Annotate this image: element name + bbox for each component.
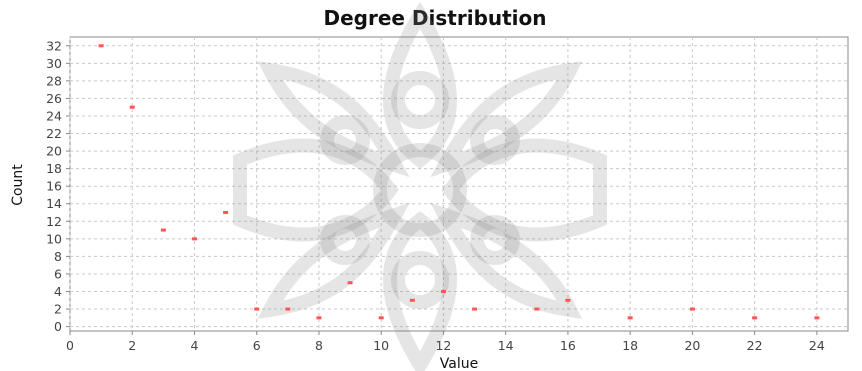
data-point xyxy=(347,281,353,285)
grid-lines xyxy=(69,37,848,331)
data-point xyxy=(285,307,291,311)
y-tick-label: 10 xyxy=(46,231,62,246)
x-tick-label: 10 xyxy=(373,338,389,353)
x-axis-label: Value xyxy=(440,356,478,371)
x-tick-label: 0 xyxy=(66,338,74,353)
data-point xyxy=(316,316,322,320)
data-point xyxy=(565,298,571,302)
data-point xyxy=(160,228,166,232)
y-tick-label: 16 xyxy=(46,179,62,194)
y-tick-label: 4 xyxy=(54,284,62,299)
data-point xyxy=(378,316,384,320)
data-point xyxy=(254,307,260,311)
y-tick-label: 2 xyxy=(54,302,62,317)
y-tick-label: 12 xyxy=(46,214,62,229)
x-tick-label: 8 xyxy=(315,338,323,353)
y-tick-label: 26 xyxy=(46,91,62,106)
x-tick-label: 12 xyxy=(435,338,451,353)
data-point xyxy=(752,316,758,320)
data-point xyxy=(440,290,446,294)
data-point xyxy=(814,316,820,320)
y-tick-label: 14 xyxy=(46,196,62,211)
data-point xyxy=(98,44,104,48)
x-tick-label: 14 xyxy=(498,338,514,353)
y-tick-label: 6 xyxy=(54,266,62,281)
x-tick-label: 4 xyxy=(191,338,199,353)
data-points xyxy=(98,44,820,320)
y-tick-label: 0 xyxy=(54,319,62,334)
x-tick-label: 6 xyxy=(253,338,261,353)
y-tick-label: 30 xyxy=(46,56,62,71)
plot-area xyxy=(69,36,849,332)
y-axis-label: Count xyxy=(10,164,26,206)
x-tick-label: 22 xyxy=(747,338,763,353)
data-point xyxy=(689,307,695,311)
data-point xyxy=(627,316,633,320)
data-point xyxy=(191,237,197,241)
x-tick-label: 24 xyxy=(809,338,825,353)
data-point xyxy=(409,298,415,302)
y-tick-label: 28 xyxy=(46,73,62,88)
y-tick-label: 20 xyxy=(46,144,62,159)
y-tick-label: 32 xyxy=(46,38,62,53)
data-point xyxy=(472,307,478,311)
x-tick-label: 2 xyxy=(128,338,136,353)
watermark-ornament-icon xyxy=(233,1,607,371)
y-tick-label: 18 xyxy=(46,161,62,176)
x-tick-label: 18 xyxy=(622,338,638,353)
x-tick-label: 16 xyxy=(560,338,576,353)
y-tick-label: 22 xyxy=(46,126,62,141)
y-tick-label: 24 xyxy=(46,108,62,123)
data-point xyxy=(534,307,540,311)
chart-title: Degree Distribution xyxy=(323,6,546,30)
x-axis-ticks: 0 2 4 6 8 10 12 14 16 18 20 22 24 xyxy=(66,331,825,353)
data-point xyxy=(129,105,135,109)
x-tick-label: 20 xyxy=(684,338,700,353)
data-point xyxy=(223,211,229,215)
y-tick-label: 8 xyxy=(54,249,62,264)
